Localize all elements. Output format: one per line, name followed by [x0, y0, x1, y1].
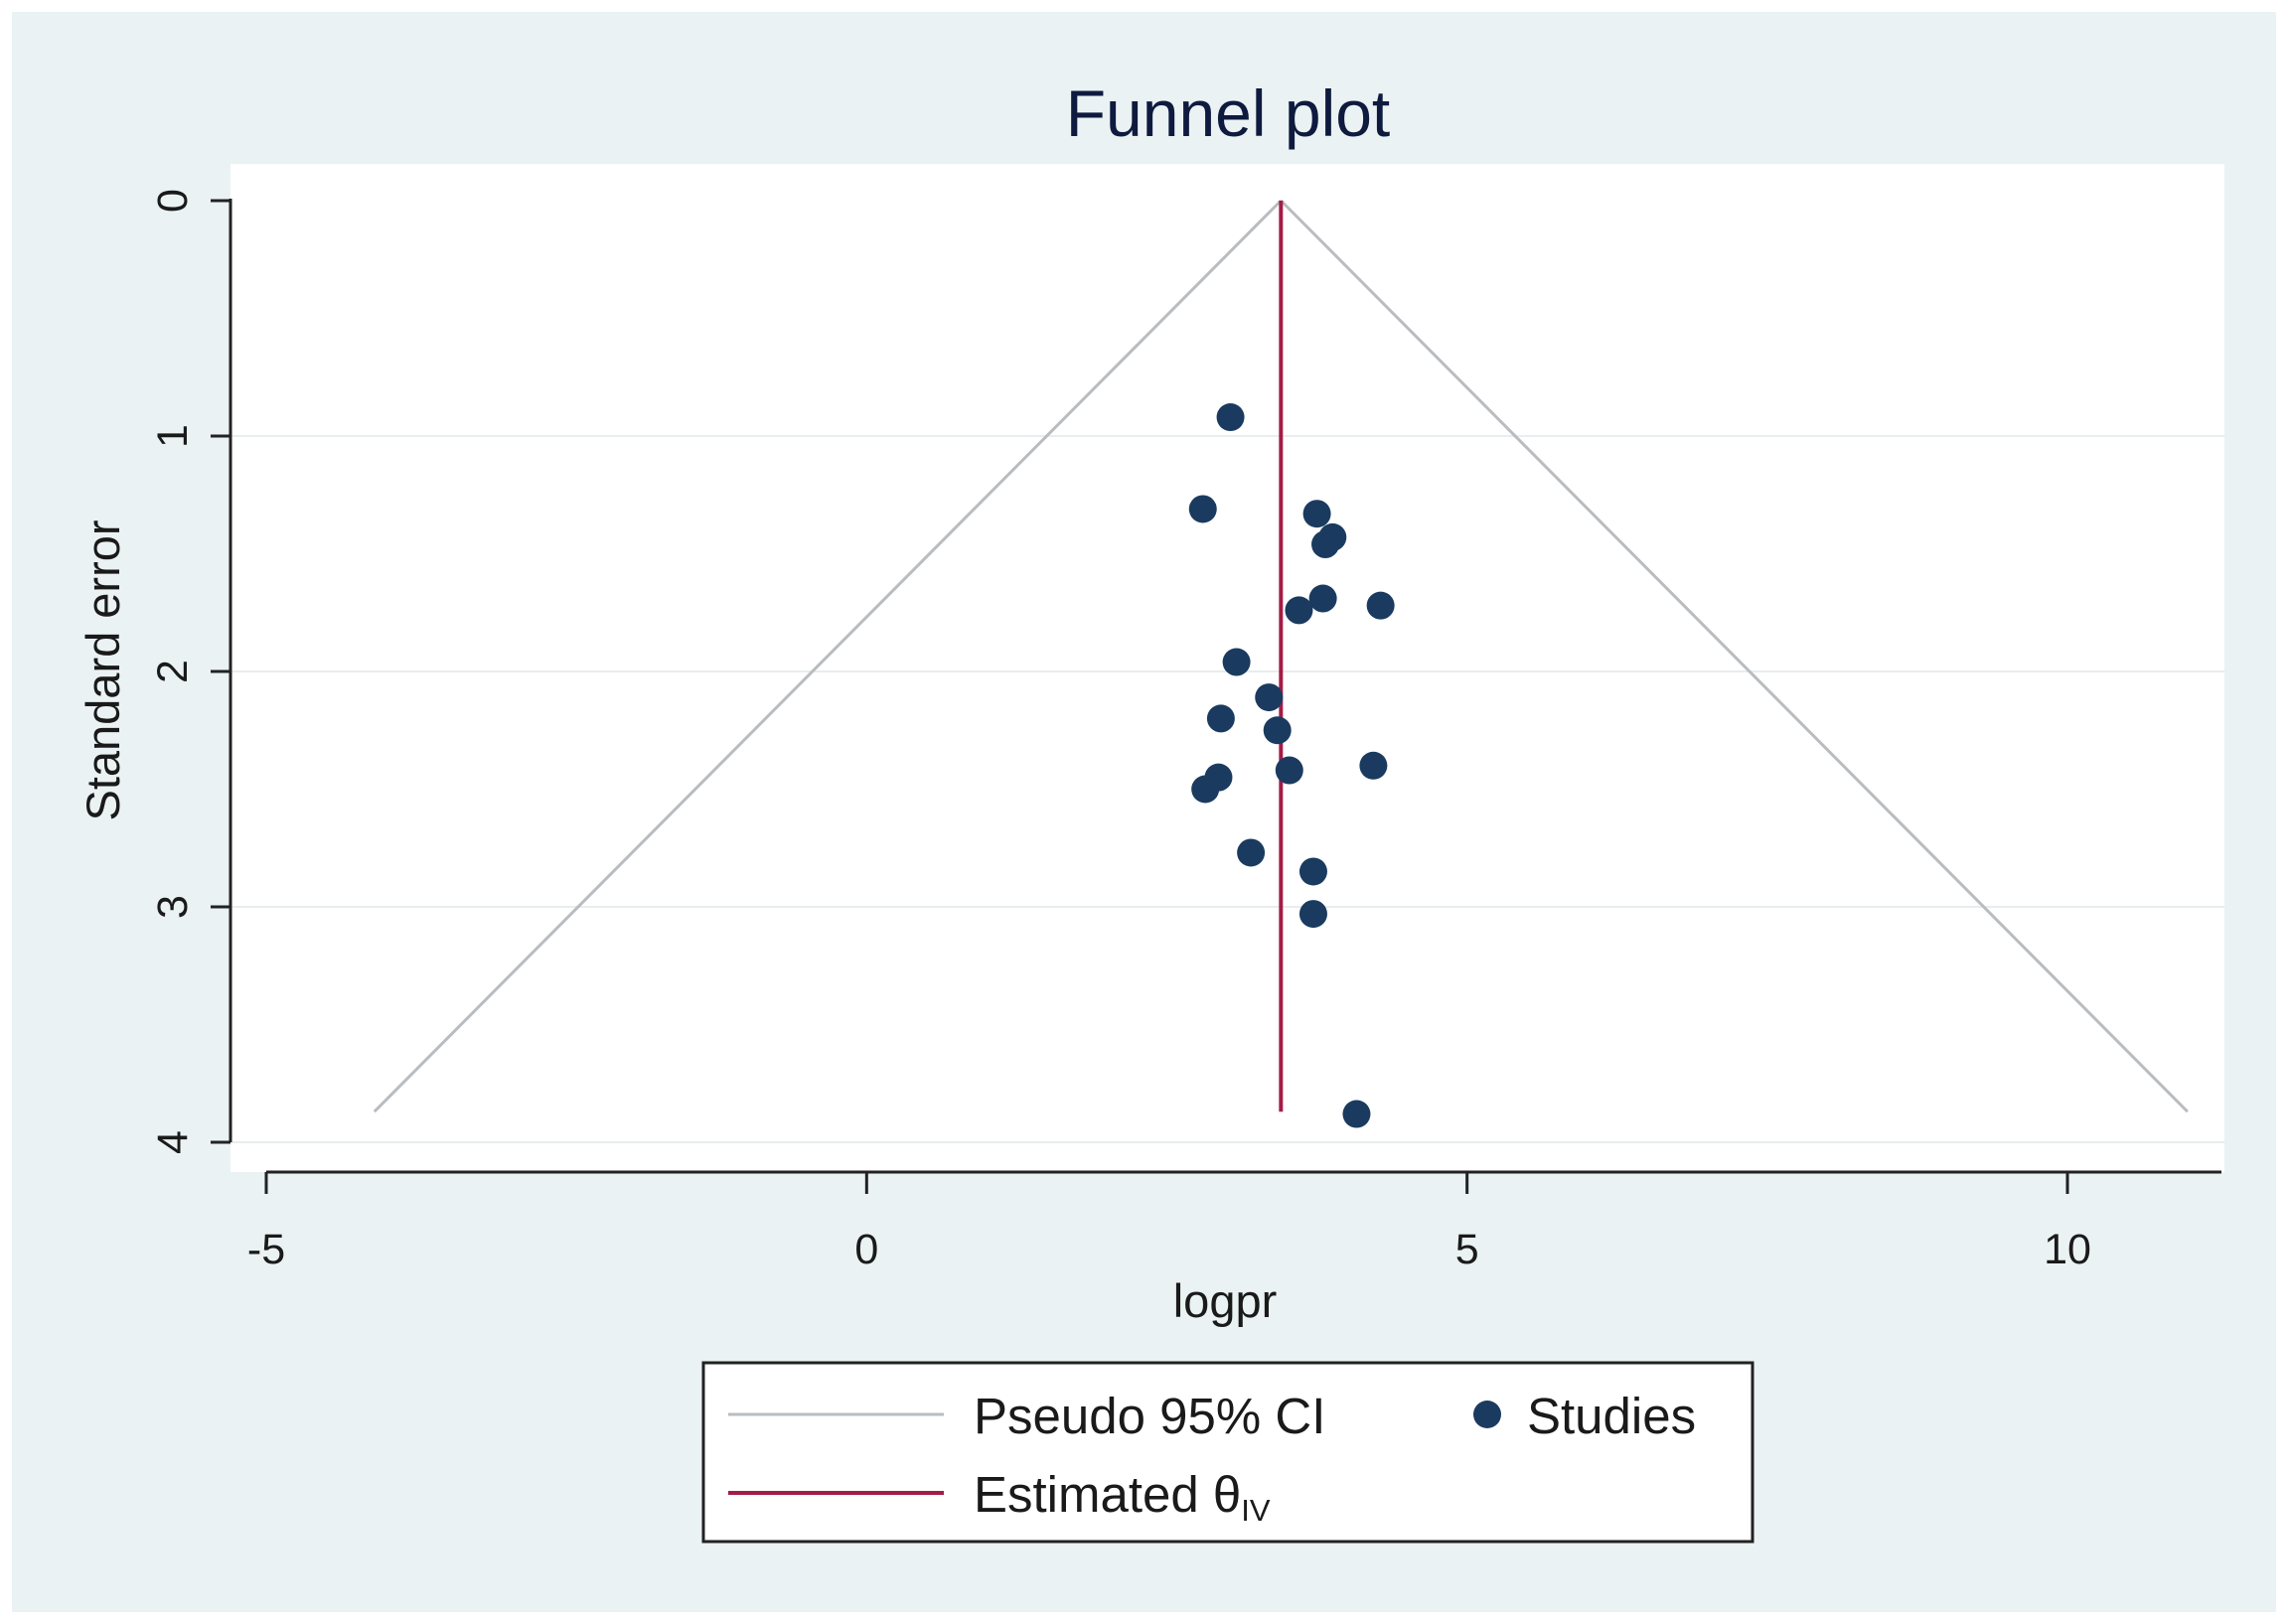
study-point: [1206, 704, 1235, 733]
y-axis-ticks: 0 1 2 3 4: [149, 189, 230, 1154]
legend: Pseudo 95% CI Studies Estimated θIV: [701, 1361, 1754, 1544]
y-axis-label: Standard error: [76, 519, 129, 820]
x-tick-label: 5: [1455, 1226, 1479, 1273]
legend-ci-label: Pseudo 95% CI: [974, 1388, 1325, 1444]
study-point: [1366, 591, 1395, 620]
gridlines: [230, 435, 2224, 1143]
legend-estimate-name: Estimated θ: [974, 1466, 1241, 1523]
y-tick-label: 3: [149, 895, 197, 919]
study-point: [1298, 900, 1327, 929]
legend-studies-marker: [1473, 1401, 1501, 1428]
legend-studies-label: Studies: [1527, 1388, 1696, 1444]
x-axis-ticks: -5 0 5 10: [247, 1172, 2091, 1273]
study-point: [1237, 838, 1266, 867]
x-tick-label: 10: [2044, 1226, 2091, 1273]
study-point: [1216, 403, 1245, 432]
x-tick-label: -5: [247, 1226, 285, 1273]
y-tick-label: 1: [149, 424, 197, 448]
study-point: [1191, 775, 1220, 804]
ci-line: [373, 199, 1283, 1113]
study-point: [1311, 530, 1340, 559]
study-points: [1188, 403, 1395, 1128]
study-point: [1298, 857, 1327, 886]
chart-title: Funnel plot: [1066, 76, 1391, 150]
study-point: [1275, 756, 1303, 785]
study-point: [1285, 596, 1313, 625]
legend-estimate-subscript: IV: [1241, 1493, 1271, 1528]
y-tick-label: 0: [149, 189, 197, 213]
legend-estimate-label: Estimated θIV: [974, 1466, 1271, 1528]
study-point: [1342, 1100, 1371, 1128]
x-tick-label: 0: [854, 1226, 878, 1273]
study-point: [1359, 751, 1388, 780]
study-point: [1255, 683, 1284, 712]
ci-line: [1280, 199, 2189, 1113]
x-axis-label: logpr: [1173, 1274, 1278, 1327]
study-point: [1188, 495, 1217, 523]
y-tick-label: 2: [149, 660, 197, 683]
study-point: [1308, 584, 1337, 613]
pseudo-ci-lines: [373, 199, 2189, 1113]
y-tick-label: 4: [149, 1130, 197, 1154]
study-point: [1302, 500, 1331, 528]
legend-box: [701, 1361, 1754, 1544]
study-point: [1222, 648, 1251, 676]
study-point: [1263, 716, 1292, 745]
